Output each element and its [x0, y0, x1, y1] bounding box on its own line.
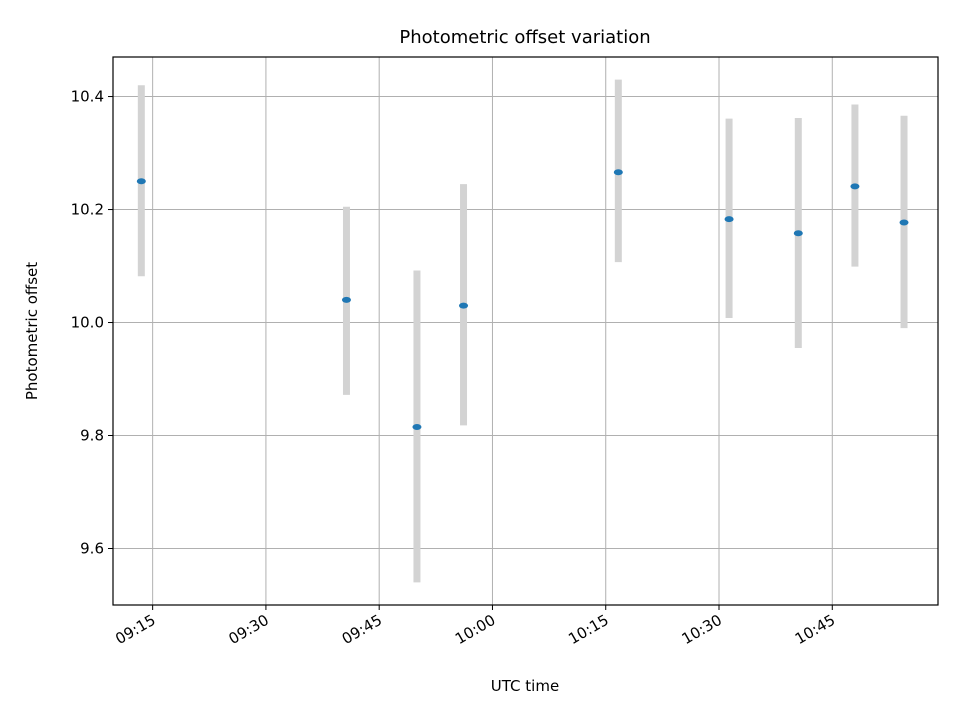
- y-tick-label: 9.8: [80, 427, 104, 445]
- data-point: [412, 424, 422, 431]
- data-point: [136, 178, 146, 185]
- y-tick-label: 10.4: [71, 88, 104, 106]
- data-point: [899, 219, 909, 226]
- data-point: [341, 296, 351, 303]
- plot-frame: [112, 56, 939, 606]
- chart-title: Photometric offset variation: [399, 27, 650, 48]
- x-axis-label: UTC time: [491, 677, 559, 695]
- y-axis-ticks: 9.6 9.8 10.0 10.2 10.4: [71, 88, 113, 558]
- data-points: [136, 169, 909, 431]
- data-point: [793, 230, 803, 237]
- data-point: [459, 302, 469, 309]
- data-point: [613, 169, 623, 176]
- y-axis-label: Photometric offset: [23, 262, 41, 400]
- y-tick-label: 10.2: [71, 201, 104, 219]
- data-point: [850, 183, 860, 190]
- data-point: [724, 216, 734, 223]
- y-tick-label: 9.6: [80, 540, 104, 558]
- y-tick-label: 10.0: [71, 314, 104, 332]
